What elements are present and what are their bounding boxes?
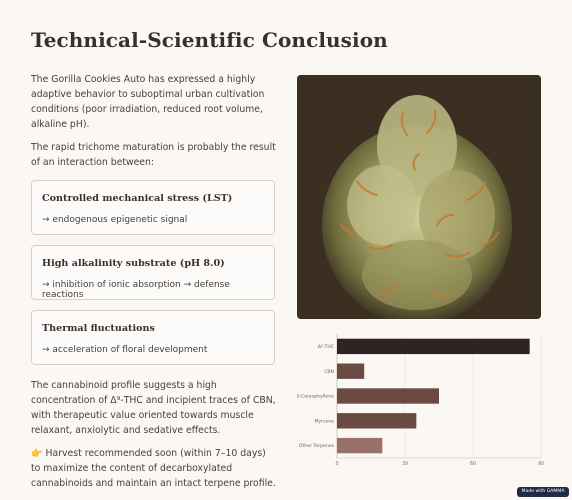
factor-card-title: Controlled mechanical stress (LST) xyxy=(42,193,233,204)
x-tick-label: 0 xyxy=(335,461,338,467)
factor-card-title: High alkalinity substrate (pH 8.0) xyxy=(42,258,225,269)
category-label: CBN xyxy=(324,369,334,375)
made-with-badge[interactable]: Made with GAMMA xyxy=(517,487,569,497)
interaction-paragraph: The rapid trichome maturation is probabl… xyxy=(31,142,276,168)
factor-card-lst: Controlled mechanical stress (LST) → end… xyxy=(31,180,275,235)
bud-illustration xyxy=(297,75,541,319)
text-column: The Gorilla Cookies Auto has expressed a… xyxy=(31,72,277,491)
bar xyxy=(337,363,365,379)
bar xyxy=(337,338,530,355)
category-label: Δ⁹-THC xyxy=(318,344,334,350)
terpene-bar-chart: 0 30 60 90 Δ⁹-THC CBN β-Caryophyllene Myrcene Ot… xyxy=(297,334,544,467)
category-label: Myrcene xyxy=(314,418,334,424)
cannabinoid-paragraph: The cannabinoid profile suggests a high … xyxy=(31,380,276,436)
harvest-paragraph: 👉 Harvest recommended soon (within 7–10 … xyxy=(31,448,276,489)
category-label: β-Caryophyllene xyxy=(297,394,334,400)
x-tick-label: 30 xyxy=(402,461,408,467)
x-tick-label: 90 xyxy=(538,461,544,467)
factor-card-body: → acceleration of floral development xyxy=(42,345,208,355)
factor-card-body: → inhibition of ionic absorption → defen… xyxy=(42,280,230,300)
bar xyxy=(337,388,439,404)
factor-card-alkalinity: High alkalinity substrate (pH 8.0) → inh… xyxy=(31,245,275,300)
page-title: Technical-Scientific Conclusion xyxy=(31,28,388,52)
bar xyxy=(337,437,383,454)
factor-card-body: → endogenous epigenetic signal xyxy=(42,215,188,225)
factor-card-title: Thermal fluctuations xyxy=(42,323,155,334)
cannabis-bud-photo xyxy=(297,75,541,319)
bar xyxy=(337,413,417,429)
category-label: Other Terpenes xyxy=(299,443,335,449)
x-tick-label: 60 xyxy=(470,461,476,467)
intro-paragraph: The Gorilla Cookies Auto has expressed a… xyxy=(31,74,265,130)
factor-card-thermal: Thermal fluctuations → acceleration of f… xyxy=(31,310,275,365)
